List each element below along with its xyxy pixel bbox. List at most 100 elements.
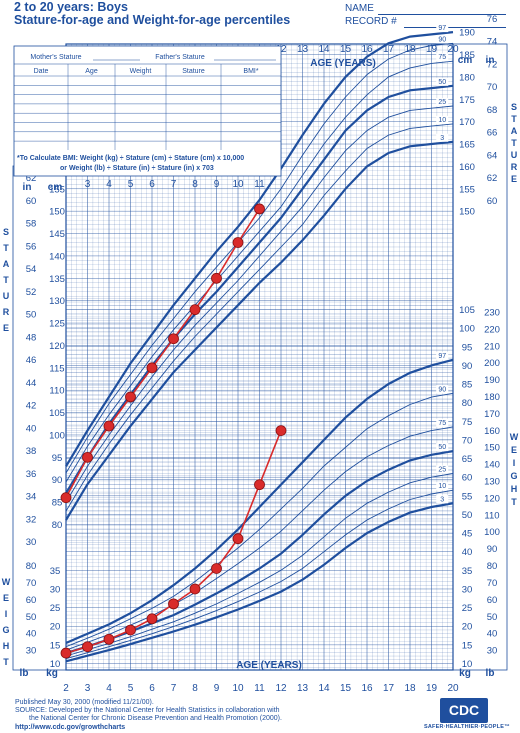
- weight-kg-tick-right: 35: [462, 566, 473, 577]
- age-tick-inner: 5: [128, 179, 134, 190]
- age-tick-top: 15: [340, 44, 352, 55]
- stature-label-bg-50: [436, 77, 449, 86]
- weight-lb-tick-right: 50: [487, 612, 498, 623]
- weight-patient-point: [189, 583, 201, 595]
- stature-cm-tick: 135: [49, 274, 65, 285]
- weight-percentile-label-10: 10: [438, 483, 446, 490]
- stature-in-tick: 30: [26, 537, 37, 548]
- weight-kg-tick-right: 95: [462, 342, 473, 353]
- weight-curve-97: [65, 358, 454, 645]
- kg-unit-label-left: kg: [46, 668, 58, 679]
- age-tick-inner: 9: [214, 179, 220, 190]
- stature-in-tick: 44: [26, 378, 37, 389]
- stature-cm-tick: 85: [52, 498, 63, 509]
- age-tick-bottom: 14: [318, 683, 330, 694]
- weight-percentile-label-97: 97: [438, 353, 446, 360]
- weight-lb-tick: 30: [26, 646, 37, 657]
- weight-patient-point: [125, 624, 136, 636]
- age-tick-bottom: 7: [171, 683, 177, 694]
- lb-unit-label-right: lb: [486, 668, 495, 679]
- age-axis-title-bottom: AGE (YEARS): [236, 660, 302, 671]
- weight-kg-tick-right: 70: [462, 435, 473, 446]
- weight-lb-tick-right: 230: [484, 308, 500, 319]
- stature-percentile-label-90: 90: [438, 36, 446, 43]
- age-tick-bottom: 8: [192, 683, 198, 694]
- stature-label-bg-25: [436, 97, 449, 106]
- weight-label-bg-75: [436, 418, 449, 427]
- weight-lb-tick-right: 70: [487, 578, 498, 589]
- weight-patient-point: [103, 633, 115, 645]
- stature-cm-tick: 80: [52, 520, 63, 531]
- stature-patient-point: [232, 237, 244, 248]
- weight-kg-tick-right: 15: [462, 640, 473, 651]
- weight-label-bg-10: [436, 482, 449, 491]
- stature-cm-tick: 125: [49, 319, 65, 330]
- stature-patient-point: [146, 362, 158, 374]
- weight-kg-tick: 10: [50, 659, 61, 670]
- name-field-line[interactable]: [378, 14, 506, 15]
- in-unit-label-left: in: [23, 182, 32, 193]
- stature-cm-tick: 100: [49, 430, 65, 441]
- weight-kg-tick-right: 85: [462, 380, 473, 391]
- footer-url[interactable]: http://www.cdc.gov/growthcharts: [15, 724, 126, 731]
- weight-vertical-left: W: [2, 577, 11, 587]
- weight-patient-point: [168, 598, 179, 610]
- weight-vertical-right: T: [511, 497, 517, 507]
- stature-vertical-left: A: [3, 259, 10, 269]
- stature-in-tick: 48: [26, 332, 37, 343]
- weight-kg-tick-right: 90: [462, 361, 473, 372]
- record-field-line[interactable]: [404, 27, 506, 28]
- age-tick-top: 18: [404, 44, 416, 55]
- stature-percentile-label-75: 75: [438, 54, 446, 61]
- stature-curve-75: [65, 60, 454, 483]
- lb-unit-label-left: lb: [20, 668, 29, 679]
- age-tick-inner: 10: [232, 179, 244, 190]
- stature-cm-tick-right: 190: [459, 28, 475, 39]
- age-tick-bottom: 10: [232, 683, 244, 694]
- stature-cm-tick: 150: [49, 207, 65, 218]
- weight-kg-tick-right: 100: [459, 324, 475, 335]
- stature-label-bg-75: [436, 53, 449, 62]
- stature-in-tick: 50: [26, 310, 37, 321]
- weight-kg-tick: 25: [50, 603, 61, 614]
- weight-kg-tick-right: 80: [462, 398, 473, 409]
- weight-vertical-right: I: [513, 458, 516, 468]
- name-label: NAME: [345, 3, 374, 14]
- weight-patient-point: [60, 647, 72, 659]
- stature-cm-tick-right: 150: [459, 207, 475, 218]
- weight-lb-tick-right: 120: [484, 493, 500, 504]
- bmi-formula-line1: *To Calculate BMI: Weight (kg) ÷ Stature…: [17, 155, 244, 162]
- weight-lb-tick-right: 100: [484, 527, 500, 538]
- stature-in-tick: 34: [26, 492, 37, 503]
- stature-cm-tick-right: 185: [459, 50, 475, 61]
- weight-kg-tick-right: 20: [462, 622, 473, 633]
- stature-vertical-right: A: [511, 126, 518, 136]
- weight-lb-tick-right: 110: [484, 510, 499, 521]
- weight-lb-tick-right: 160: [484, 426, 500, 437]
- weight-kg-tick-right: 55: [462, 491, 473, 502]
- weight-lb-tick: 60: [26, 595, 37, 606]
- weight-kg-tick: 35: [50, 566, 61, 577]
- age-tick-bottom: 15: [340, 683, 352, 694]
- age-tick-bottom: 20: [447, 683, 459, 694]
- weight-lb-tick-right: 80: [487, 561, 498, 572]
- weight-lb-tick: 70: [26, 578, 37, 589]
- stature-vertical-left: E: [3, 323, 9, 333]
- stature-cm-tick: 130: [49, 296, 65, 307]
- father-stature-label: Father's Stature: [155, 54, 205, 61]
- patient-points: [60, 203, 287, 659]
- age-tick-inner: 11: [254, 179, 265, 190]
- stature-in-tick-right: 68: [487, 105, 498, 116]
- weight-kg-tick: 15: [50, 640, 61, 651]
- weight-kg-tick-right: 60: [462, 473, 473, 484]
- mother-stature-label: Mother's Stature: [30, 54, 81, 61]
- weight-percentile-label-75: 75: [438, 420, 446, 427]
- weight-label-bg-90: [436, 385, 449, 394]
- weight-lb-tick-right: 30: [487, 646, 498, 657]
- stature-cm-tick-right: 170: [459, 117, 475, 128]
- weight-lb-tick-right: 40: [487, 629, 498, 640]
- weight-curve-10: [65, 489, 454, 660]
- age-tick-top: 20: [447, 44, 459, 55]
- weight-lb-tick-right: 130: [484, 477, 500, 488]
